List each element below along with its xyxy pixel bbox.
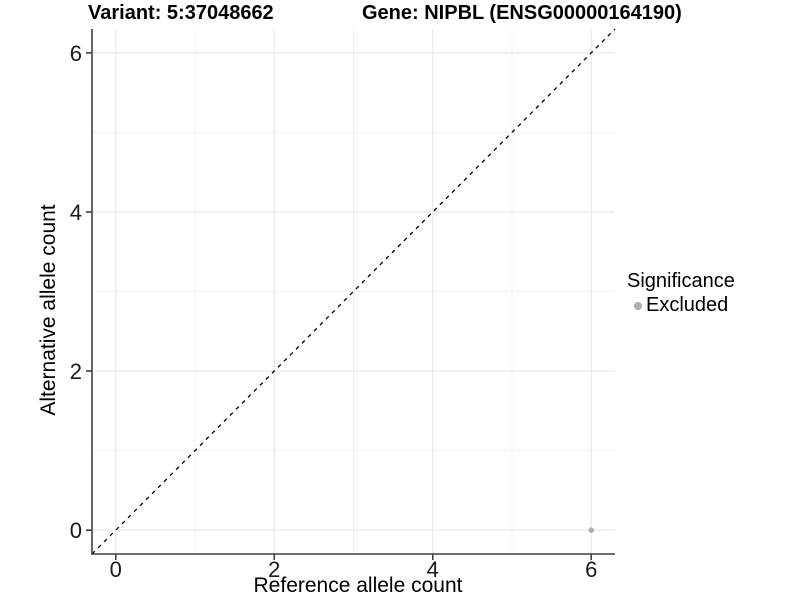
x-tick-label: 0 (110, 557, 122, 582)
legend: Significance Excluded (627, 270, 735, 317)
y-tick-label: 6 (70, 41, 82, 66)
y-axis-label: Alternative allele count (37, 204, 60, 416)
legend-point-swatch (634, 301, 642, 310)
data-point (588, 527, 595, 533)
legend-title: Significance (627, 270, 735, 292)
x-tick-label: 6 (585, 557, 597, 582)
y-tick-label: 0 (70, 518, 82, 543)
legend-item-excluded: Excluded (627, 294, 735, 317)
x-axis-label: Reference allele count (253, 574, 463, 597)
x-tick-label: 4 (427, 557, 439, 582)
y-tick-label: 4 (70, 200, 82, 225)
y-tick-label: 2 (70, 359, 82, 384)
plot-title-gene: Gene: NIPBL (ENSG00000164190) (362, 2, 682, 24)
legend-item-label: Excluded (646, 294, 729, 316)
x-tick-label: 2 (268, 557, 280, 582)
plot-title-variant: Variant: 5:37048662 (88, 2, 274, 24)
